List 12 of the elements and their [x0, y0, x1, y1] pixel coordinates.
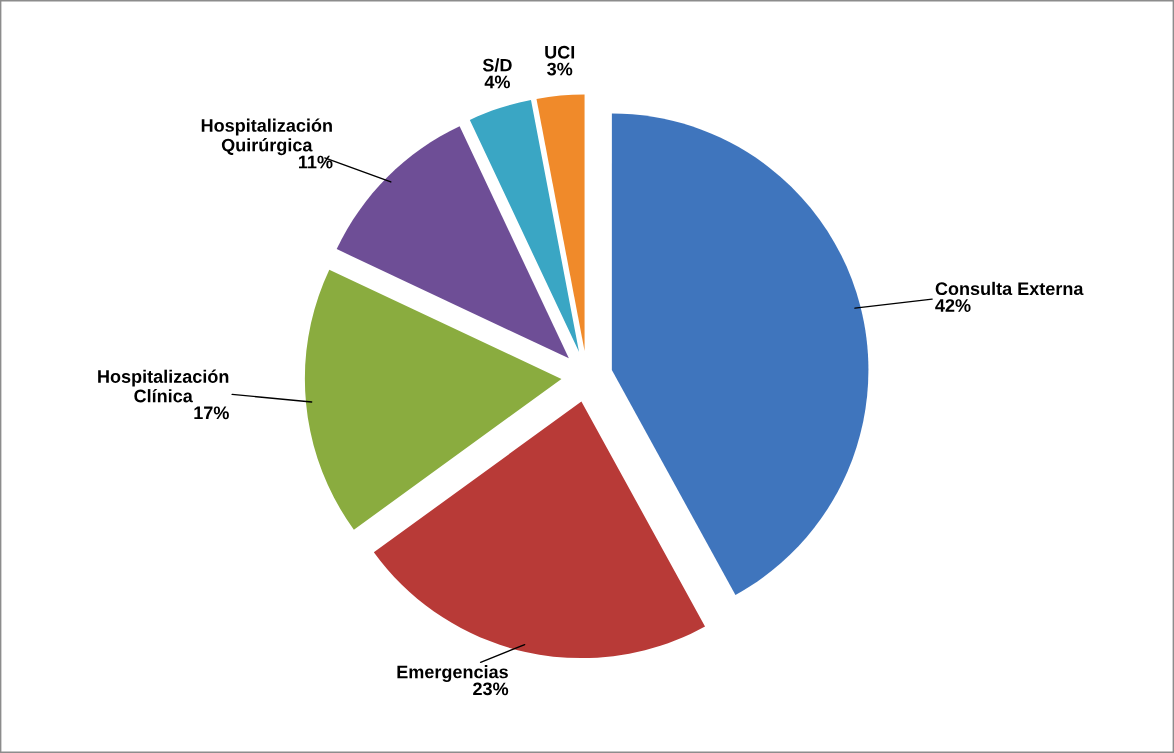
slice-label: Consulta Externa	[935, 281, 1084, 296]
slice-label: Hospitalización Clínica	[98, 369, 229, 403]
data-label: 23%	[473, 682, 509, 696]
slice-label: UCI	[545, 45, 575, 59]
data-label: 42%	[935, 299, 971, 312]
slice-label: Hospitalización Quirúrgica	[201, 118, 332, 156]
slice-label: Emergencias	[397, 665, 508, 682]
data-label: 4%	[484, 75, 510, 89]
data-label: 11%	[298, 155, 333, 169]
data-label: 17%	[194, 406, 229, 420]
data-label: 3%	[547, 62, 573, 76]
slice-label: S/D	[482, 58, 512, 72]
